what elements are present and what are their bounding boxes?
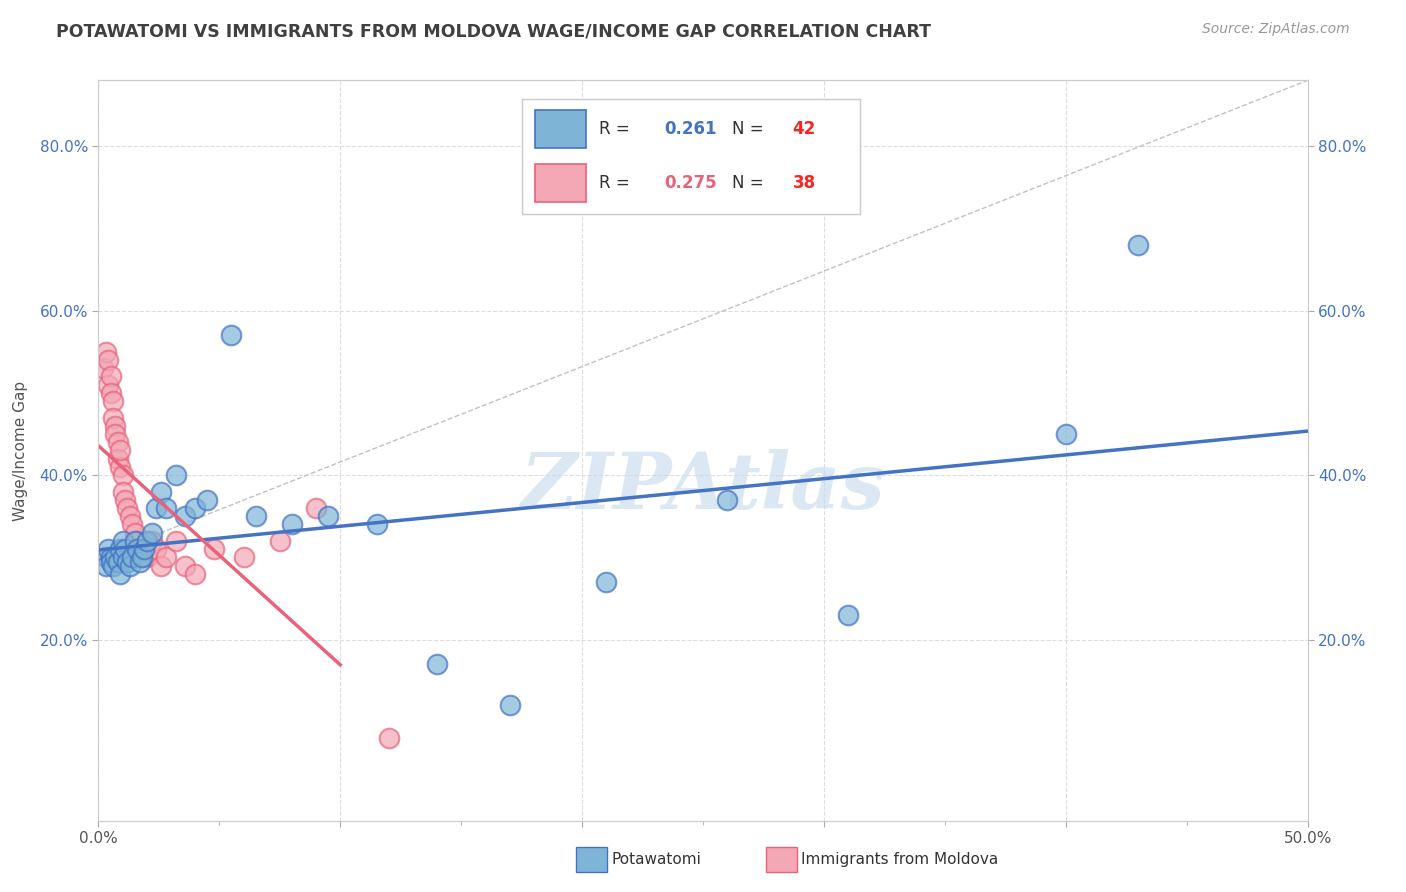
Point — [145, 542, 167, 557]
Point — [97, 542, 120, 557]
Text: Source: ZipAtlas.com: Source: ZipAtlas.com — [1202, 22, 1350, 37]
Point — [104, 550, 127, 565]
Point — [114, 542, 136, 557]
Point — [498, 698, 520, 713]
Point — [1128, 237, 1150, 252]
Point — [91, 361, 114, 376]
Point — [141, 525, 163, 540]
Point — [316, 509, 339, 524]
Point — [124, 533, 146, 548]
Point — [221, 328, 243, 343]
Point — [155, 501, 177, 516]
Point — [97, 377, 120, 392]
Point — [245, 509, 267, 524]
Point — [121, 517, 143, 532]
Point — [184, 501, 207, 516]
Point — [135, 550, 157, 565]
Point — [107, 435, 129, 450]
Point — [111, 533, 134, 548]
Point — [377, 731, 399, 746]
Point — [108, 542, 131, 557]
Point — [141, 533, 163, 548]
Point — [595, 575, 617, 590]
Text: Potawatomi: Potawatomi — [612, 853, 702, 867]
Point — [1054, 427, 1077, 442]
Point — [107, 451, 129, 466]
Point — [195, 492, 218, 507]
Point — [97, 353, 120, 368]
Point — [94, 558, 117, 573]
Point — [101, 394, 124, 409]
Point — [108, 566, 131, 581]
Point — [716, 492, 738, 507]
Point — [128, 542, 150, 557]
Point — [100, 554, 122, 569]
Point — [117, 554, 139, 569]
Point — [94, 344, 117, 359]
Point — [108, 443, 131, 458]
Point — [165, 468, 187, 483]
Point — [101, 410, 124, 425]
Y-axis label: Wage/Income Gap: Wage/Income Gap — [14, 380, 28, 521]
Point — [155, 550, 177, 565]
Point — [174, 509, 197, 524]
Point — [117, 501, 139, 516]
Point — [150, 484, 173, 499]
Point — [100, 550, 122, 565]
Point — [426, 657, 449, 672]
Point — [111, 468, 134, 483]
Point — [118, 558, 141, 573]
Point — [114, 492, 136, 507]
Point — [131, 550, 153, 565]
Point — [837, 607, 859, 622]
Point — [100, 369, 122, 384]
Point — [104, 427, 127, 442]
Point — [174, 558, 197, 573]
Point — [366, 517, 388, 532]
Point — [281, 517, 304, 532]
Point — [107, 554, 129, 569]
Point — [305, 501, 328, 516]
Point — [131, 550, 153, 565]
Point — [111, 550, 134, 565]
Point — [104, 418, 127, 433]
Text: POTAWATOMI VS IMMIGRANTS FROM MOLDOVA WAGE/INCOME GAP CORRELATION CHART: POTAWATOMI VS IMMIGRANTS FROM MOLDOVA WA… — [56, 22, 931, 40]
Point — [134, 542, 156, 557]
Point — [128, 554, 150, 569]
Point — [150, 558, 173, 573]
Point — [127, 533, 149, 548]
Point — [134, 542, 156, 557]
Point — [100, 385, 122, 400]
Point — [269, 533, 291, 548]
Text: ZIPAtlas: ZIPAtlas — [520, 450, 886, 525]
Point — [111, 484, 134, 499]
Point — [232, 550, 254, 565]
Point — [127, 542, 149, 557]
Point — [101, 558, 124, 573]
Point — [108, 459, 131, 474]
Point — [204, 542, 226, 557]
Point — [121, 550, 143, 565]
Point — [118, 509, 141, 524]
Point — [94, 550, 117, 565]
Point — [145, 501, 167, 516]
Text: Immigrants from Moldova: Immigrants from Moldova — [801, 853, 998, 867]
Point — [124, 525, 146, 540]
Point — [165, 533, 187, 548]
Point — [135, 533, 157, 548]
Point — [184, 566, 207, 581]
